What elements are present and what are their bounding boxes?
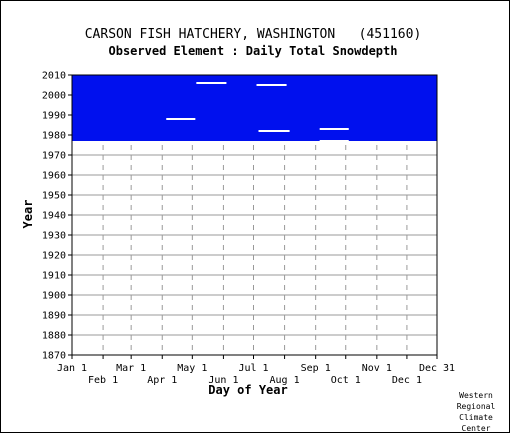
x-tick-label-jul-1: Jul 1	[238, 363, 268, 374]
observed-data-block	[72, 75, 437, 141]
x-tick-label-feb-1: Feb 1	[88, 375, 118, 386]
x-tick-label-dec-31: Dec 31	[419, 363, 455, 374]
y-tick-label-1900: 1900	[42, 291, 66, 302]
missing-segment-0	[196, 82, 227, 84]
x-tick-label-apr-1: Apr 1	[147, 375, 177, 386]
y-tick-label-1950: 1950	[42, 191, 66, 202]
credit-line-3: Climate	[459, 413, 493, 422]
chart-subtitle: Observed Element : Daily Total Snowdepth	[109, 44, 398, 58]
missing-segment-4	[319, 128, 349, 130]
missing-segment-5	[319, 140, 349, 142]
y-tick-label-1980: 1980	[42, 131, 66, 142]
x-tick-label-oct-1: Oct 1	[331, 375, 361, 386]
missing-segment-1	[256, 84, 287, 86]
y-tick-label-1890: 1890	[42, 311, 66, 322]
x-tick-label-mar-1: Mar 1	[116, 363, 146, 374]
y-tick-label-1880: 1880	[42, 331, 66, 342]
y-tick-label-1990: 1990	[42, 111, 66, 122]
credit-line-4: Center	[462, 424, 491, 433]
x-tick-label-jan-1: Jan 1	[57, 363, 87, 374]
chart-title: CARSON FISH HATCHERY, WASHINGTON (451160…	[85, 27, 422, 42]
credit-line-1: Western	[459, 391, 493, 400]
x-tick-label-aug-1: Aug 1	[270, 375, 300, 386]
missing-segment-3	[258, 130, 290, 132]
y-tick-label-1910: 1910	[42, 271, 66, 282]
plot-border	[71, 74, 438, 356]
x-axis-label: Day of Year	[208, 383, 287, 397]
x-tick-label-dec-1: Dec 1	[392, 375, 422, 386]
missing-segment-2	[166, 118, 196, 120]
x-tick-label-jun-1: Jun 1	[208, 375, 238, 386]
y-tick-label-1960: 1960	[42, 171, 66, 182]
y-tick-label-1870: 1870	[42, 351, 66, 362]
x-tick-label-may-1: May 1	[177, 363, 207, 374]
credit-line-2: Regional	[457, 402, 496, 411]
y-axis-label: Year	[21, 200, 35, 229]
y-tick-label-2000: 2000	[42, 91, 66, 102]
plot-area: 1870 1880 1890 1900 1910 1920 1930 1940 1950 1960…	[42, 71, 455, 387]
x-tick-label-nov-1: Nov 1	[362, 363, 392, 374]
x-tick-label-sep-1: Sep 1	[301, 363, 331, 374]
y-tick-label-1970: 1970	[42, 151, 66, 162]
y-tick-label-1940: 1940	[42, 211, 66, 222]
y-tick-label-1920: 1920	[42, 251, 66, 262]
y-tick-label-1930: 1930	[42, 231, 66, 242]
y-tick-label-2010: 2010	[42, 71, 66, 82]
credit-block: Western Regional Climate Center	[457, 391, 496, 433]
